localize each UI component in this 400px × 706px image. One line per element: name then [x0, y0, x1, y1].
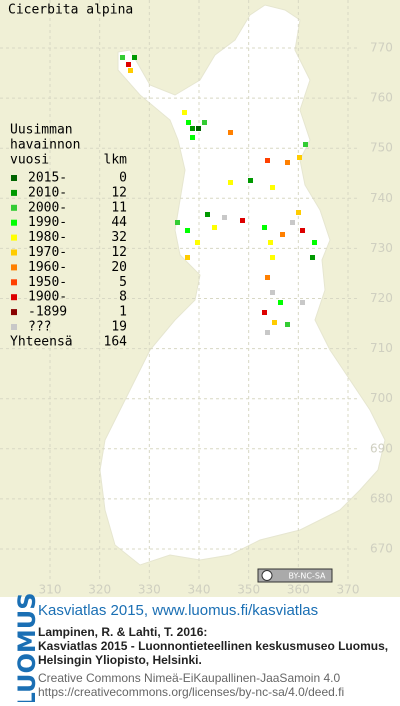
x-tick-label: 310 — [39, 583, 62, 597]
legend-swatch — [11, 324, 17, 330]
y-tick-label: 700 — [370, 391, 393, 405]
legend-total: 164 — [104, 335, 128, 350]
legend-header: Uusimman — [10, 123, 73, 138]
logo: LUOMUS — [13, 593, 41, 702]
legend-count: 0 — [119, 171, 127, 186]
x-tick-label: 330 — [138, 583, 161, 597]
license-badge: BY-NC-SA — [257, 568, 333, 583]
y-tick-label: 710 — [370, 341, 393, 355]
y-tick-label: 760 — [370, 91, 393, 105]
legend-count: 1 — [119, 305, 127, 320]
legend-header: vuosi — [10, 153, 49, 168]
y-tick-label: 740 — [370, 191, 393, 205]
license-badge-text: BY-NC-SA — [288, 572, 326, 581]
legend-swatch — [11, 294, 17, 301]
y-tick-label: 720 — [370, 291, 393, 305]
legend-count: 44 — [111, 215, 127, 230]
grid: 310 320 330 340 350 360 3706706806907007107207… — [0, 0, 393, 597]
legend-count: 20 — [111, 260, 127, 275]
legend-header: havainnon — [10, 138, 80, 153]
x-tick-label: 340 — [188, 583, 211, 597]
legend-swatch — [11, 234, 17, 241]
y-tick-label: 750 — [370, 141, 393, 155]
map-title: Cicerbita alpina — [8, 3, 133, 18]
citation: Lampinen, R. & Lahti, T. 2016: — [38, 625, 207, 639]
legend-count: 12 — [111, 185, 127, 200]
legend-count: 8 — [119, 290, 127, 305]
footer-link[interactable]: Kasviatlas 2015, www.luomus.fi/kasviatla… — [38, 602, 318, 619]
legend-label: 2015- — [28, 171, 67, 186]
legend-total-label: Yhteensä — [10, 335, 73, 350]
legend-swatch — [11, 309, 17, 316]
x-tick-label: 320 — [88, 583, 111, 597]
x-tick-label: 370 — [337, 583, 360, 597]
footer-background — [0, 597, 400, 702]
y-tick-label: 670 — [370, 542, 393, 556]
legend-swatch — [11, 175, 17, 181]
citation: Kasviatlas 2015 - Luonnontieteellinen ke… — [38, 639, 388, 653]
legend-count: 12 — [111, 245, 127, 260]
license-url[interactable]: https://creativecommons.org/licenses/by-… — [38, 685, 344, 699]
finland-outline — [99, 4, 386, 566]
legend-label: 1980- — [28, 230, 67, 245]
legend-count: 11 — [111, 200, 127, 215]
x-tick-label: 360 — [287, 583, 310, 597]
legend-label: 1950- — [28, 275, 67, 290]
y-tick-label: 730 — [370, 241, 393, 255]
legend-label: 1900- — [28, 290, 67, 305]
y-tick-label: 770 — [370, 41, 393, 55]
license-text: Creative Commons Nimeä-EiKaupallinen-Jaa… — [38, 671, 340, 685]
legend-count: 32 — [111, 230, 127, 245]
legend-swatch — [11, 219, 17, 226]
legend-label: 1970- — [28, 245, 67, 260]
legend-label: 1990- — [28, 215, 67, 230]
legend-count: 5 — [119, 275, 127, 290]
legend-count-header: lkm — [104, 153, 128, 168]
legend-count: 19 — [111, 320, 127, 335]
legend-swatch — [11, 249, 17, 256]
legend-swatch — [11, 204, 17, 211]
legend-label: 1960- — [28, 260, 67, 275]
legend-swatch — [11, 189, 17, 196]
legend-label: 2000- — [28, 200, 67, 215]
y-tick-label: 680 — [370, 491, 393, 505]
legend: Uusimman havainnon vuosi lkm Yhteensä 16… — [10, 123, 127, 350]
citation: Helsingin Yliopisto, Helsinki. — [38, 653, 202, 667]
legend-swatch — [11, 264, 17, 271]
x-tick-label: 350 — [237, 583, 260, 597]
legend-label: -1899 — [28, 305, 67, 320]
legend-label: 2010- — [28, 185, 67, 200]
y-tick-label: 690 — [370, 441, 393, 455]
legend-label: ??? — [28, 320, 51, 335]
legend-swatch — [11, 279, 17, 286]
observation-squares — [120, 55, 317, 335]
